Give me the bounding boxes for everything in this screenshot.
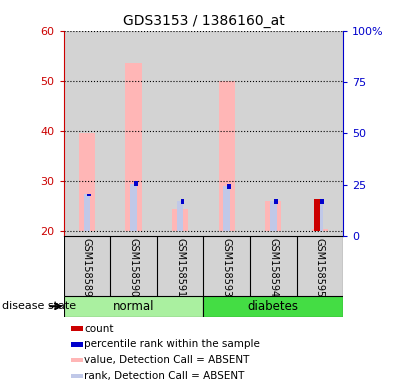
Bar [71,326,83,331]
Bar [180,199,185,204]
Bar [79,133,95,231]
Bar [177,201,183,231]
Bar [227,184,231,189]
Bar [134,181,138,186]
Bar [250,31,297,236]
Bar [172,209,188,231]
Bar [270,201,277,231]
Bar [84,194,90,231]
Bar [130,184,137,231]
Bar [320,199,324,204]
Bar [110,31,157,236]
Text: normal: normal [113,300,154,313]
Bar [316,199,323,231]
Title: GDS3153 / 1386160_at: GDS3153 / 1386160_at [122,14,284,28]
Bar [88,194,91,196]
Bar [157,31,203,236]
Text: GSM158591: GSM158591 [175,238,185,297]
Bar [274,199,277,204]
Bar [71,358,83,362]
Bar [203,296,343,317]
Text: value, Detection Call = ABSENT: value, Detection Call = ABSENT [84,355,249,365]
Text: GSM158595: GSM158595 [315,238,325,297]
Bar [125,63,142,231]
Bar [314,199,320,231]
Text: percentile rank within the sample: percentile rank within the sample [84,339,260,349]
Text: GSM158590: GSM158590 [129,238,139,297]
Bar [265,201,282,231]
Text: GSM158593: GSM158593 [222,238,232,297]
Text: rank, Detection Call = ABSENT: rank, Detection Call = ABSENT [84,371,244,381]
Text: disease state: disease state [2,301,76,311]
Text: GSM158594: GSM158594 [268,238,278,297]
Bar [224,186,230,231]
Bar [71,374,83,378]
Bar [64,31,110,236]
Bar [297,31,343,236]
Bar [71,342,83,347]
Text: count: count [84,324,113,334]
Bar [312,228,328,231]
Text: GSM158589: GSM158589 [82,238,92,297]
Bar [64,296,203,317]
Bar [203,31,250,236]
Bar [219,81,235,231]
Text: diabetes: diabetes [248,300,299,313]
